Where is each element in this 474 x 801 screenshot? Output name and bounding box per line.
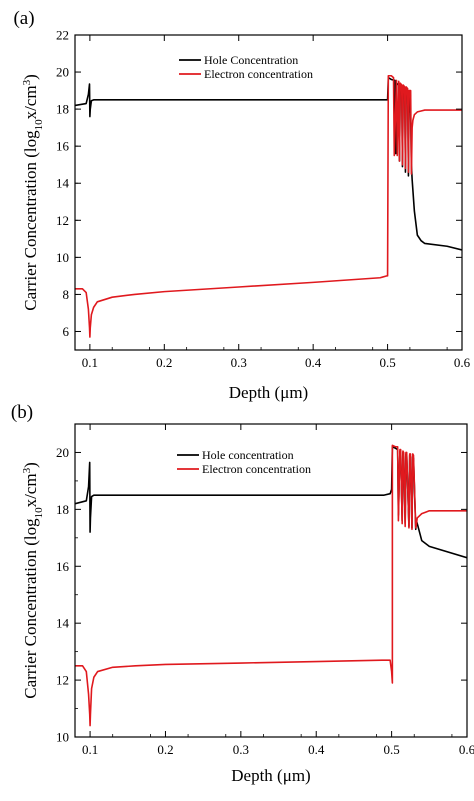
y-tick-label: 22 [56, 28, 69, 43]
y-axis-title: Carrier Concentration (log10x/cm3) [21, 462, 45, 699]
x-tick-label: 0.3 [233, 742, 249, 757]
series-line-electron [75, 444, 467, 727]
x-tick-label: 0.5 [379, 355, 395, 370]
y-axis-title-mid: x/cm [21, 473, 40, 507]
y-axis-title-superscript: 3 [21, 79, 33, 85]
x-tick-label: 0.6 [459, 742, 474, 757]
y-tick-label: 18 [56, 502, 69, 517]
x-tick-label: 0.4 [305, 355, 322, 370]
y-axis-title-end: ) [21, 462, 40, 468]
legend-label-electron: Electron concentration [202, 462, 311, 476]
y-tick-label: 16 [56, 559, 70, 574]
legend-label-electron: Electron concentration [204, 67, 313, 81]
plot-frame [74, 34, 463, 351]
y-tick-label: 12 [56, 673, 69, 688]
series-line-electron [75, 74, 462, 338]
y-tick-label: 20 [56, 445, 69, 460]
y-axis-title-subscript: 10 [33, 507, 45, 519]
y-tick-label: 14 [56, 616, 70, 631]
y-tick-label: 12 [56, 213, 69, 228]
chart-panel-a: 0.1 0.2 0.3 0.4 0.5 0.6 6 8 10 12 14 16 18 20 22 (a) Dep… [13, 8, 470, 402]
panel-label: (b) [11, 402, 33, 423]
y-axis-title-end: ) [21, 74, 40, 80]
y-axis-title-superscript: 3 [21, 467, 33, 473]
y-axis-title-mid: x/cm [21, 85, 40, 119]
x-tick-label: 0.5 [383, 742, 399, 757]
y-axis-title-subscript: 10 [33, 119, 45, 131]
x-tick-label: 0.4 [308, 742, 325, 757]
legend-box [175, 52, 323, 82]
x-axis-title: Depth (μm) [231, 766, 310, 785]
x-tick-label: 0.2 [157, 742, 173, 757]
panel-label: (a) [13, 8, 34, 29]
x-tick-label: 0.2 [156, 355, 172, 370]
y-tick-label: 18 [56, 102, 69, 117]
y-tick-label: 6 [63, 324, 70, 339]
x-tick-label: 0.1 [82, 355, 98, 370]
x-tick-label: 0.3 [231, 355, 247, 370]
x-axis-title: Depth (μm) [229, 383, 308, 402]
y-axis-title: Carrier Concentration (log10x/cm3) [21, 74, 45, 311]
chart-panel-b: 0.1 0.2 0.3 0.4 0.5 0.6 10 12 14 16 18 20 (b) Depth (… [11, 402, 474, 785]
y-tick-label: 14 [56, 176, 70, 191]
plot-frame [74, 423, 468, 738]
y-tick-label: 8 [63, 287, 70, 302]
series-line-hole [75, 76, 462, 251]
legend-label-hole: Hole concentration [202, 448, 294, 462]
legend-box [173, 447, 323, 477]
y-axis-title-main: Carrier Concentration (log [21, 130, 40, 311]
x-tick-label: 0.1 [82, 742, 98, 757]
legend-label-hole: Hole Concentration [204, 53, 298, 67]
y-axis-title-main: Carrier Concentration (log [21, 518, 40, 699]
y-tick-label: 20 [56, 65, 69, 80]
x-tick-label: 0.6 [454, 355, 471, 370]
y-tick-label: 10 [56, 730, 69, 745]
y-tick-label: 10 [56, 250, 69, 265]
y-tick-label: 16 [56, 139, 70, 154]
